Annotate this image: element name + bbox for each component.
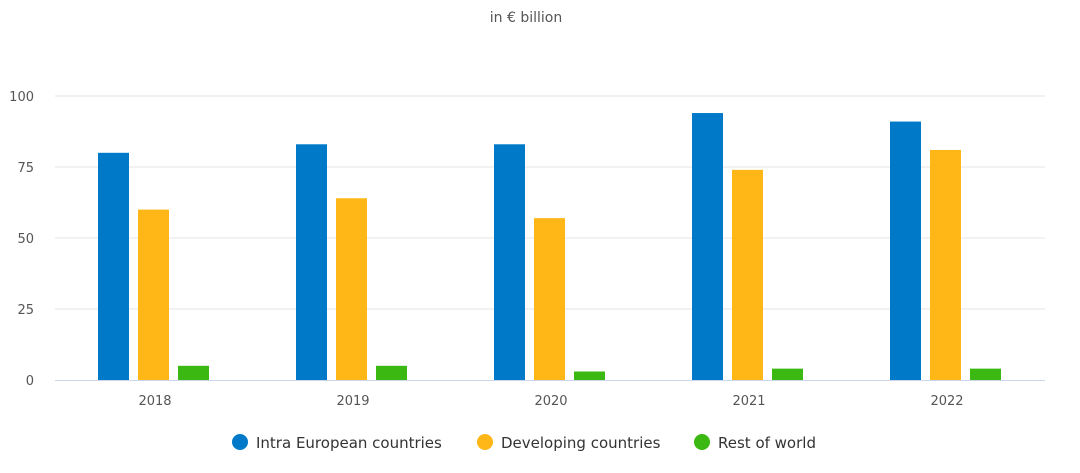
y-tick-label: 75 [17, 161, 34, 176]
bars [98, 113, 1001, 380]
bar[interactable] [890, 121, 921, 380]
bar[interactable] [98, 152, 129, 380]
legend-label: Rest of world [718, 434, 816, 452]
bar[interactable] [772, 368, 803, 380]
y-tick-label: 25 [17, 303, 34, 318]
bar[interactable] [376, 365, 407, 380]
bar[interactable] [494, 144, 525, 380]
legend-item[interactable]: Developing countries [477, 434, 661, 452]
chart-subtitle: in € billion [490, 10, 562, 26]
bar[interactable] [692, 113, 723, 380]
bar[interactable] [930, 149, 961, 380]
legend-marker [477, 434, 493, 450]
x-axis-ticks: 2018 2019 2020 2021 2022 [138, 394, 963, 409]
bar[interactable] [178, 365, 209, 380]
y-tick-label: 0 [26, 374, 34, 389]
x-tick-label: 2018 [138, 394, 171, 409]
bar[interactable] [732, 169, 763, 380]
x-tick-label: 2020 [534, 394, 567, 409]
bar[interactable] [336, 198, 367, 380]
legend-marker [694, 434, 710, 450]
bar[interactable] [534, 218, 565, 380]
x-tick-label: 2022 [930, 394, 963, 409]
legend: Intra European countries Developing count… [232, 434, 816, 452]
legend-label: Developing countries [501, 434, 661, 452]
x-tick-label: 2021 [732, 394, 765, 409]
bar[interactable] [296, 144, 327, 380]
legend-marker [232, 434, 248, 450]
y-tick-label: 100 [9, 90, 34, 105]
legend-label: Intra European countries [256, 434, 442, 452]
bar[interactable] [138, 209, 169, 380]
y-tick-label: 50 [17, 232, 34, 247]
legend-item[interactable]: Rest of world [694, 434, 816, 452]
bar[interactable] [970, 368, 1001, 380]
y-axis-ticks: 0 25 50 75 100 [9, 90, 34, 389]
x-tick-label: 2019 [336, 394, 369, 409]
legend-item[interactable]: Intra European countries [232, 434, 442, 452]
bar[interactable] [574, 371, 605, 380]
